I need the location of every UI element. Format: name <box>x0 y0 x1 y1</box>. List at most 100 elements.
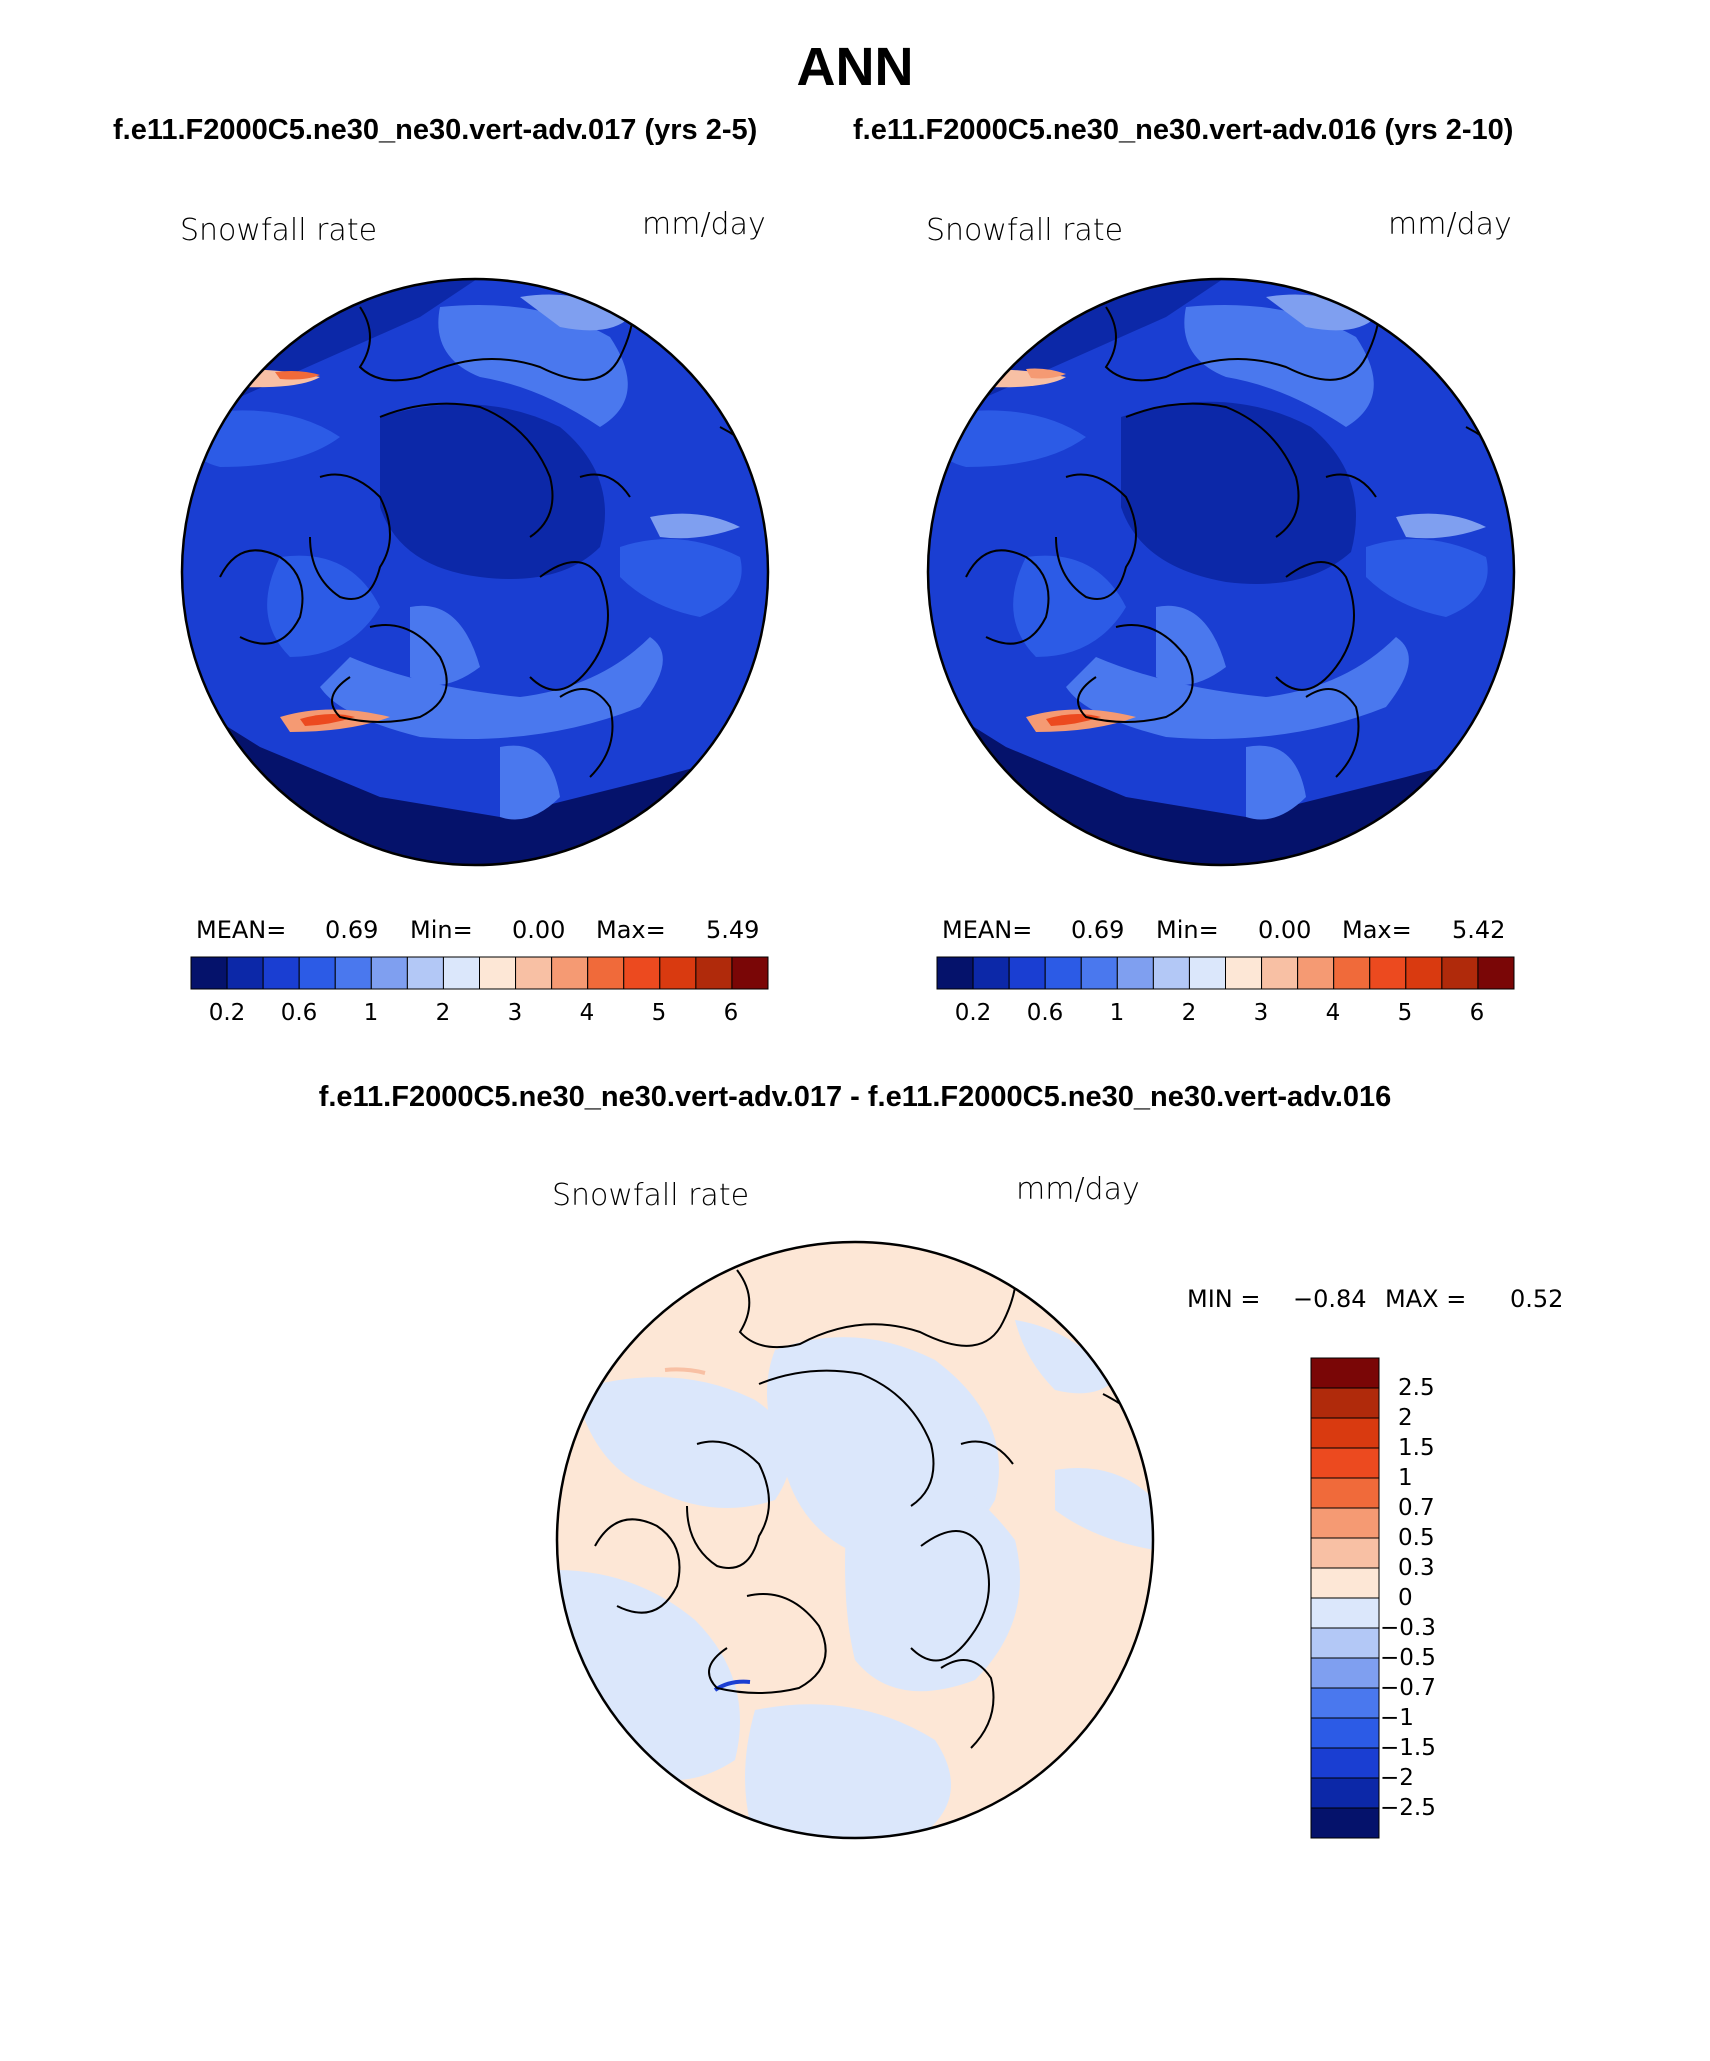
right-colorbar-tick: 3 <box>1253 1000 1269 1026</box>
diff-colorbar-tick: −0.7 <box>1380 1675 1436 1701</box>
right-colorbar-tick: 0.6 <box>1026 1000 1064 1026</box>
right-colorbar <box>936 956 1515 990</box>
colorbar-swatch <box>1310 1657 1380 1689</box>
right-min-value: 0.00 <box>1258 916 1312 944</box>
left-variable-label: Snowfall rate <box>180 213 378 248</box>
diff-polar-map <box>555 1240 1155 1840</box>
diff-colorbar-tick: −2 <box>1380 1765 1414 1791</box>
right-colorbar-tick: 0.2 <box>954 1000 992 1026</box>
colorbar-swatch <box>695 956 733 990</box>
colorbar-swatch <box>1044 956 1082 990</box>
figure-title: ANN <box>796 37 914 97</box>
left-mean-label: MEAN= <box>196 916 287 944</box>
diff-colorbar-tick: 1.5 <box>1398 1435 1435 1461</box>
colorbar-swatch <box>1441 956 1479 990</box>
diff-colorbar-tick: 1 <box>1398 1465 1413 1491</box>
colorbar-swatch <box>623 956 661 990</box>
colorbar-swatch <box>1116 956 1154 990</box>
colorbar-swatch <box>1310 1597 1380 1629</box>
diff-subtitle: f.e11.F2000C5.ne30_ne30.vert-adv.017 - f… <box>318 1081 1392 1113</box>
diff-units-label: mm/day <box>1016 1172 1140 1207</box>
diff-colorbar-tick: −1 <box>1380 1705 1414 1731</box>
colorbar-swatch <box>1008 956 1046 990</box>
diff-min-value: −0.84 <box>1293 1285 1367 1313</box>
colorbar-swatch <box>1310 1477 1380 1509</box>
right-max-label: Max= <box>1342 916 1412 944</box>
colorbar-swatch <box>1310 1687 1380 1719</box>
left-colorbar <box>190 956 769 990</box>
right-mean-value: 0.69 <box>1071 916 1125 944</box>
left-mean-value: 0.69 <box>325 916 379 944</box>
colorbar-swatch <box>515 956 553 990</box>
left-max-label: Max= <box>596 916 666 944</box>
colorbar-swatch <box>370 956 408 990</box>
left-colorbar-tick: 5 <box>651 1000 667 1026</box>
colorbar-swatch <box>406 956 444 990</box>
diff-colorbar-tick: −2.5 <box>1380 1795 1436 1821</box>
colorbar-swatch <box>442 956 480 990</box>
colorbar-swatch <box>659 956 697 990</box>
diff-variable-label: Snowfall rate <box>552 1178 750 1213</box>
colorbar-swatch <box>551 956 589 990</box>
right-colorbar-tick: 1 <box>1109 1000 1125 1026</box>
right-polar-map <box>926 277 1516 867</box>
colorbar-swatch <box>1310 1777 1380 1809</box>
left-units-label: mm/day <box>642 207 766 242</box>
diff-colorbar-tick: 2 <box>1398 1405 1413 1431</box>
left-colorbar-tick: 4 <box>579 1000 595 1026</box>
colorbar-swatch <box>1297 956 1335 990</box>
right-panel-subtitle: f.e11.F2000C5.ne30_ne30.vert-adv.016 (yr… <box>853 114 1514 146</box>
colorbar-swatch <box>479 956 517 990</box>
colorbar-swatch <box>1310 1507 1380 1539</box>
left-colorbar-tick: 2 <box>435 1000 451 1026</box>
diff-colorbar-tick: 0.5 <box>1398 1525 1435 1551</box>
colorbar-swatch <box>1369 956 1407 990</box>
colorbar-swatch <box>226 956 264 990</box>
colorbar-swatch <box>1333 956 1371 990</box>
diff-colorbar-tick: 0.3 <box>1398 1555 1435 1581</box>
colorbar-swatch <box>972 956 1010 990</box>
right-colorbar-tick: 4 <box>1325 1000 1341 1026</box>
right-colorbar-tick: 5 <box>1397 1000 1413 1026</box>
colorbar-swatch <box>1310 1567 1380 1599</box>
right-max-value: 5.42 <box>1452 916 1506 944</box>
colorbar-swatch <box>1310 1357 1380 1389</box>
left-max-value: 5.49 <box>706 916 760 944</box>
diff-colorbar-tick: 0.7 <box>1398 1495 1435 1521</box>
right-units-label: mm/day <box>1388 207 1512 242</box>
colorbar-swatch <box>936 956 974 990</box>
colorbar-swatch <box>587 956 625 990</box>
left-min-value: 0.00 <box>512 916 566 944</box>
colorbar-swatch <box>1225 956 1263 990</box>
left-panel-subtitle: f.e11.F2000C5.ne30_ne30.vert-adv.017 (yr… <box>113 114 758 146</box>
colorbar-swatch <box>1188 956 1226 990</box>
colorbar-swatch <box>731 956 769 990</box>
diff-max-value: 0.52 <box>1510 1285 1564 1313</box>
right-min-label: Min= <box>1156 916 1219 944</box>
colorbar-swatch <box>298 956 336 990</box>
left-colorbar-tick: 3 <box>507 1000 523 1026</box>
diff-max-label: MAX = <box>1385 1285 1467 1313</box>
colorbar-swatch <box>1310 1417 1380 1449</box>
left-colorbar-tick: 6 <box>723 1000 739 1026</box>
colorbar-swatch <box>190 956 228 990</box>
right-colorbar-tick: 6 <box>1469 1000 1485 1026</box>
right-variable-label: Snowfall rate <box>926 213 1124 248</box>
colorbar-swatch <box>1261 956 1299 990</box>
left-colorbar-tick: 1 <box>363 1000 379 1026</box>
colorbar-swatch <box>262 956 300 990</box>
colorbar-swatch <box>1310 1807 1380 1839</box>
colorbar-swatch <box>1310 1537 1380 1569</box>
colorbar-swatch <box>1310 1387 1380 1419</box>
colorbar-swatch <box>1310 1747 1380 1779</box>
colorbar-swatch <box>1477 956 1515 990</box>
left-colorbar-tick: 0.6 <box>280 1000 318 1026</box>
colorbar-swatch <box>1152 956 1190 990</box>
diff-colorbar <box>1310 1357 1380 1839</box>
right-colorbar-tick: 2 <box>1181 1000 1197 1026</box>
colorbar-swatch <box>1080 956 1118 990</box>
diff-colorbar-tick: −0.5 <box>1380 1645 1436 1671</box>
colorbar-swatch <box>1405 956 1443 990</box>
colorbar-swatch <box>1310 1447 1380 1479</box>
left-colorbar-tick: 0.2 <box>208 1000 246 1026</box>
